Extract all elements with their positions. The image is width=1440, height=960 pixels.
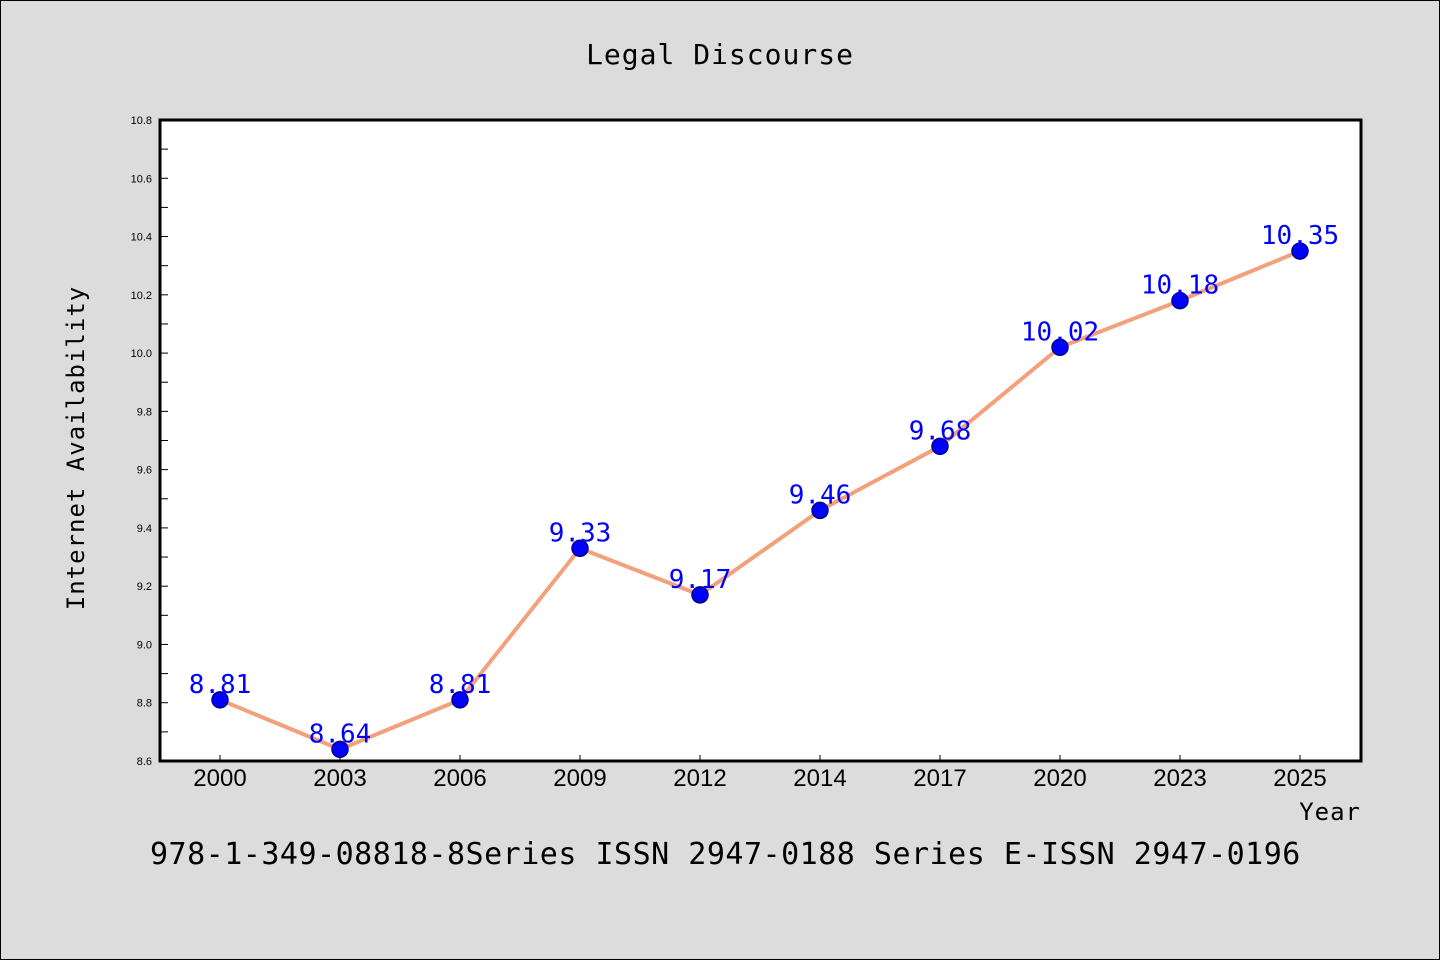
data-label: 9.33 [549, 518, 612, 548]
series-line-group [219, 249, 1301, 752]
x-tick-label: 2025 [1273, 765, 1326, 792]
data-point [931, 437, 949, 456]
data-point [571, 539, 589, 558]
data-point [331, 740, 349, 759]
x-tick-label: 2023 [1153, 765, 1206, 792]
data-points [211, 242, 1309, 759]
y-tick-label: 9.2 [137, 581, 152, 593]
x-tick-label: 2003 [313, 765, 366, 792]
x-tick-label: 2009 [553, 765, 606, 792]
y-tick-label: 10.4 [131, 232, 152, 244]
x-tick-label: 2006 [433, 765, 486, 792]
y-tick-label: 9.8 [137, 406, 152, 418]
data-point [1291, 242, 1309, 260]
y-axis: 8.6 8.8 9.0 9.2 9.4 9.6 9.8 10.0 10.2 10.4 10.6 10.… [131, 115, 168, 768]
y-axis-label: Internet Availability [62, 286, 90, 610]
data-label: 8.64 [309, 719, 372, 749]
data-label: 10.35 [1261, 221, 1339, 251]
data-label: 9.46 [789, 480, 852, 510]
data-label: 10.18 [1141, 271, 1219, 301]
y-tick-label: 9.4 [137, 523, 152, 535]
data-point [691, 586, 709, 604]
y-tick-label: 10.0 [131, 348, 152, 360]
y-tick-label: 10.8 [131, 115, 152, 127]
data-point [1171, 291, 1189, 310]
x-tick-label: 2012 [673, 765, 726, 792]
y-tick-label: 8.6 [137, 756, 152, 768]
data-label: 8.81 [429, 670, 492, 700]
data-point [811, 501, 829, 520]
chart-title: Legal Discourse [586, 38, 854, 71]
data-label: 9.68 [909, 416, 972, 446]
x-tick-label: 2014 [793, 765, 846, 792]
data-point [1051, 338, 1069, 357]
footer-isbn-text: 978-1-349-08818-8Series ISSN 2947-0188 S… [150, 837, 1301, 872]
data-label: 10.02 [1021, 317, 1099, 347]
data-labels: 8.81 8.64 8.81 9.33 9.17 9.46 9.68 10.02 10.18 10… [189, 221, 1339, 749]
y-tick-label: 10.6 [131, 173, 152, 185]
y-tick-label: 10.2 [131, 290, 152, 302]
data-label: 8.81 [189, 670, 252, 700]
x-tick-label: 2020 [1033, 765, 1086, 792]
data-point [211, 691, 229, 709]
series-line [219, 249, 1301, 752]
y-tick-label: 8.8 [137, 698, 152, 710]
plot-area [158, 118, 1363, 763]
x-tick-label: 2000 [193, 765, 246, 792]
x-axis-label: Year [1299, 798, 1361, 826]
data-point [451, 691, 469, 709]
x-axis: 2000 2003 2006 2009 2012 2014 2017 2020 2023 2025 [193, 755, 1327, 792]
data-label: 9.17 [669, 565, 732, 595]
y-tick-label: 9.6 [137, 465, 152, 477]
x-tick-label: 2017 [913, 765, 966, 792]
y-tick-label: 9.0 [137, 639, 152, 651]
